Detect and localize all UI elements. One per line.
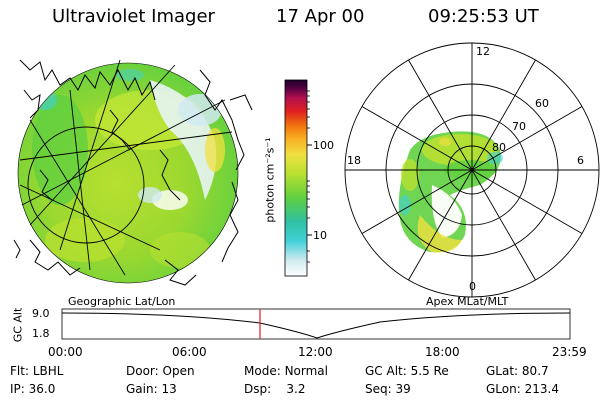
date-label: 17 Apr 00 [276, 6, 365, 27]
time-tick-2359: 23:59 [552, 345, 587, 359]
status-glat: GLat: 80.7 [486, 364, 549, 378]
altitude-ylabel: GC Alt [11, 307, 25, 343]
time-tick-0000: 00:00 [48, 345, 83, 359]
altitude-ytick-9: 9.0 [32, 307, 50, 320]
geographic-image [18, 63, 238, 283]
status-ip: IP: 36.0 [10, 382, 56, 396]
geographic-limb [17, 62, 239, 284]
mlt-label-6: 6 [577, 154, 584, 167]
altitude-plot-frame [61, 308, 571, 340]
polar-panel-label: Apex MLat/MLT [426, 295, 509, 308]
coastline-outlines [13, 59, 253, 286]
geographic-grid [19, 59, 233, 276]
mlt-label-12: 12 [476, 45, 490, 58]
colorbar-unit-label: photon cm⁻²s⁻¹ [263, 137, 277, 223]
status-seq: Seq: 39 [365, 382, 411, 396]
mlt-label-0: 0 [469, 280, 476, 293]
instrument-title: Ultraviolet Imager [52, 6, 215, 27]
geographic-panel-label: Geographic Lat/Lon [68, 295, 176, 308]
altitude-curve [61, 312, 571, 339]
status-dsp: Dsp: 3.2 [244, 382, 306, 396]
status-gc-alt: GC Alt: 5.5 Re [365, 364, 449, 378]
time-tick-0600: 06:00 [172, 345, 207, 359]
colorbar-tick-10: 10 [313, 229, 327, 242]
colorbar [284, 79, 308, 277]
lat-label-60: 60 [535, 97, 549, 110]
status-mode: Mode: Normal [244, 364, 328, 378]
time-tick-1800: 18:00 [425, 345, 460, 359]
time-label: 09:25:53 UT [428, 6, 539, 27]
polar-grid [344, 42, 600, 298]
time-tick-1200: 12:00 [298, 345, 333, 359]
status-door: Door: Open [126, 364, 195, 378]
lat-label-80: 80 [492, 141, 506, 154]
status-flt: Flt: LBHL [10, 364, 64, 378]
status-glon: GLon: 213.4 [486, 382, 559, 396]
status-gain: Gain: 13 [126, 382, 177, 396]
mlt-label-18: 18 [347, 154, 361, 167]
altitude-ytick-1.8: 1.8 [32, 327, 50, 340]
lat-label-70: 70 [512, 120, 526, 133]
colorbar-tick-100: 100 [313, 139, 334, 152]
